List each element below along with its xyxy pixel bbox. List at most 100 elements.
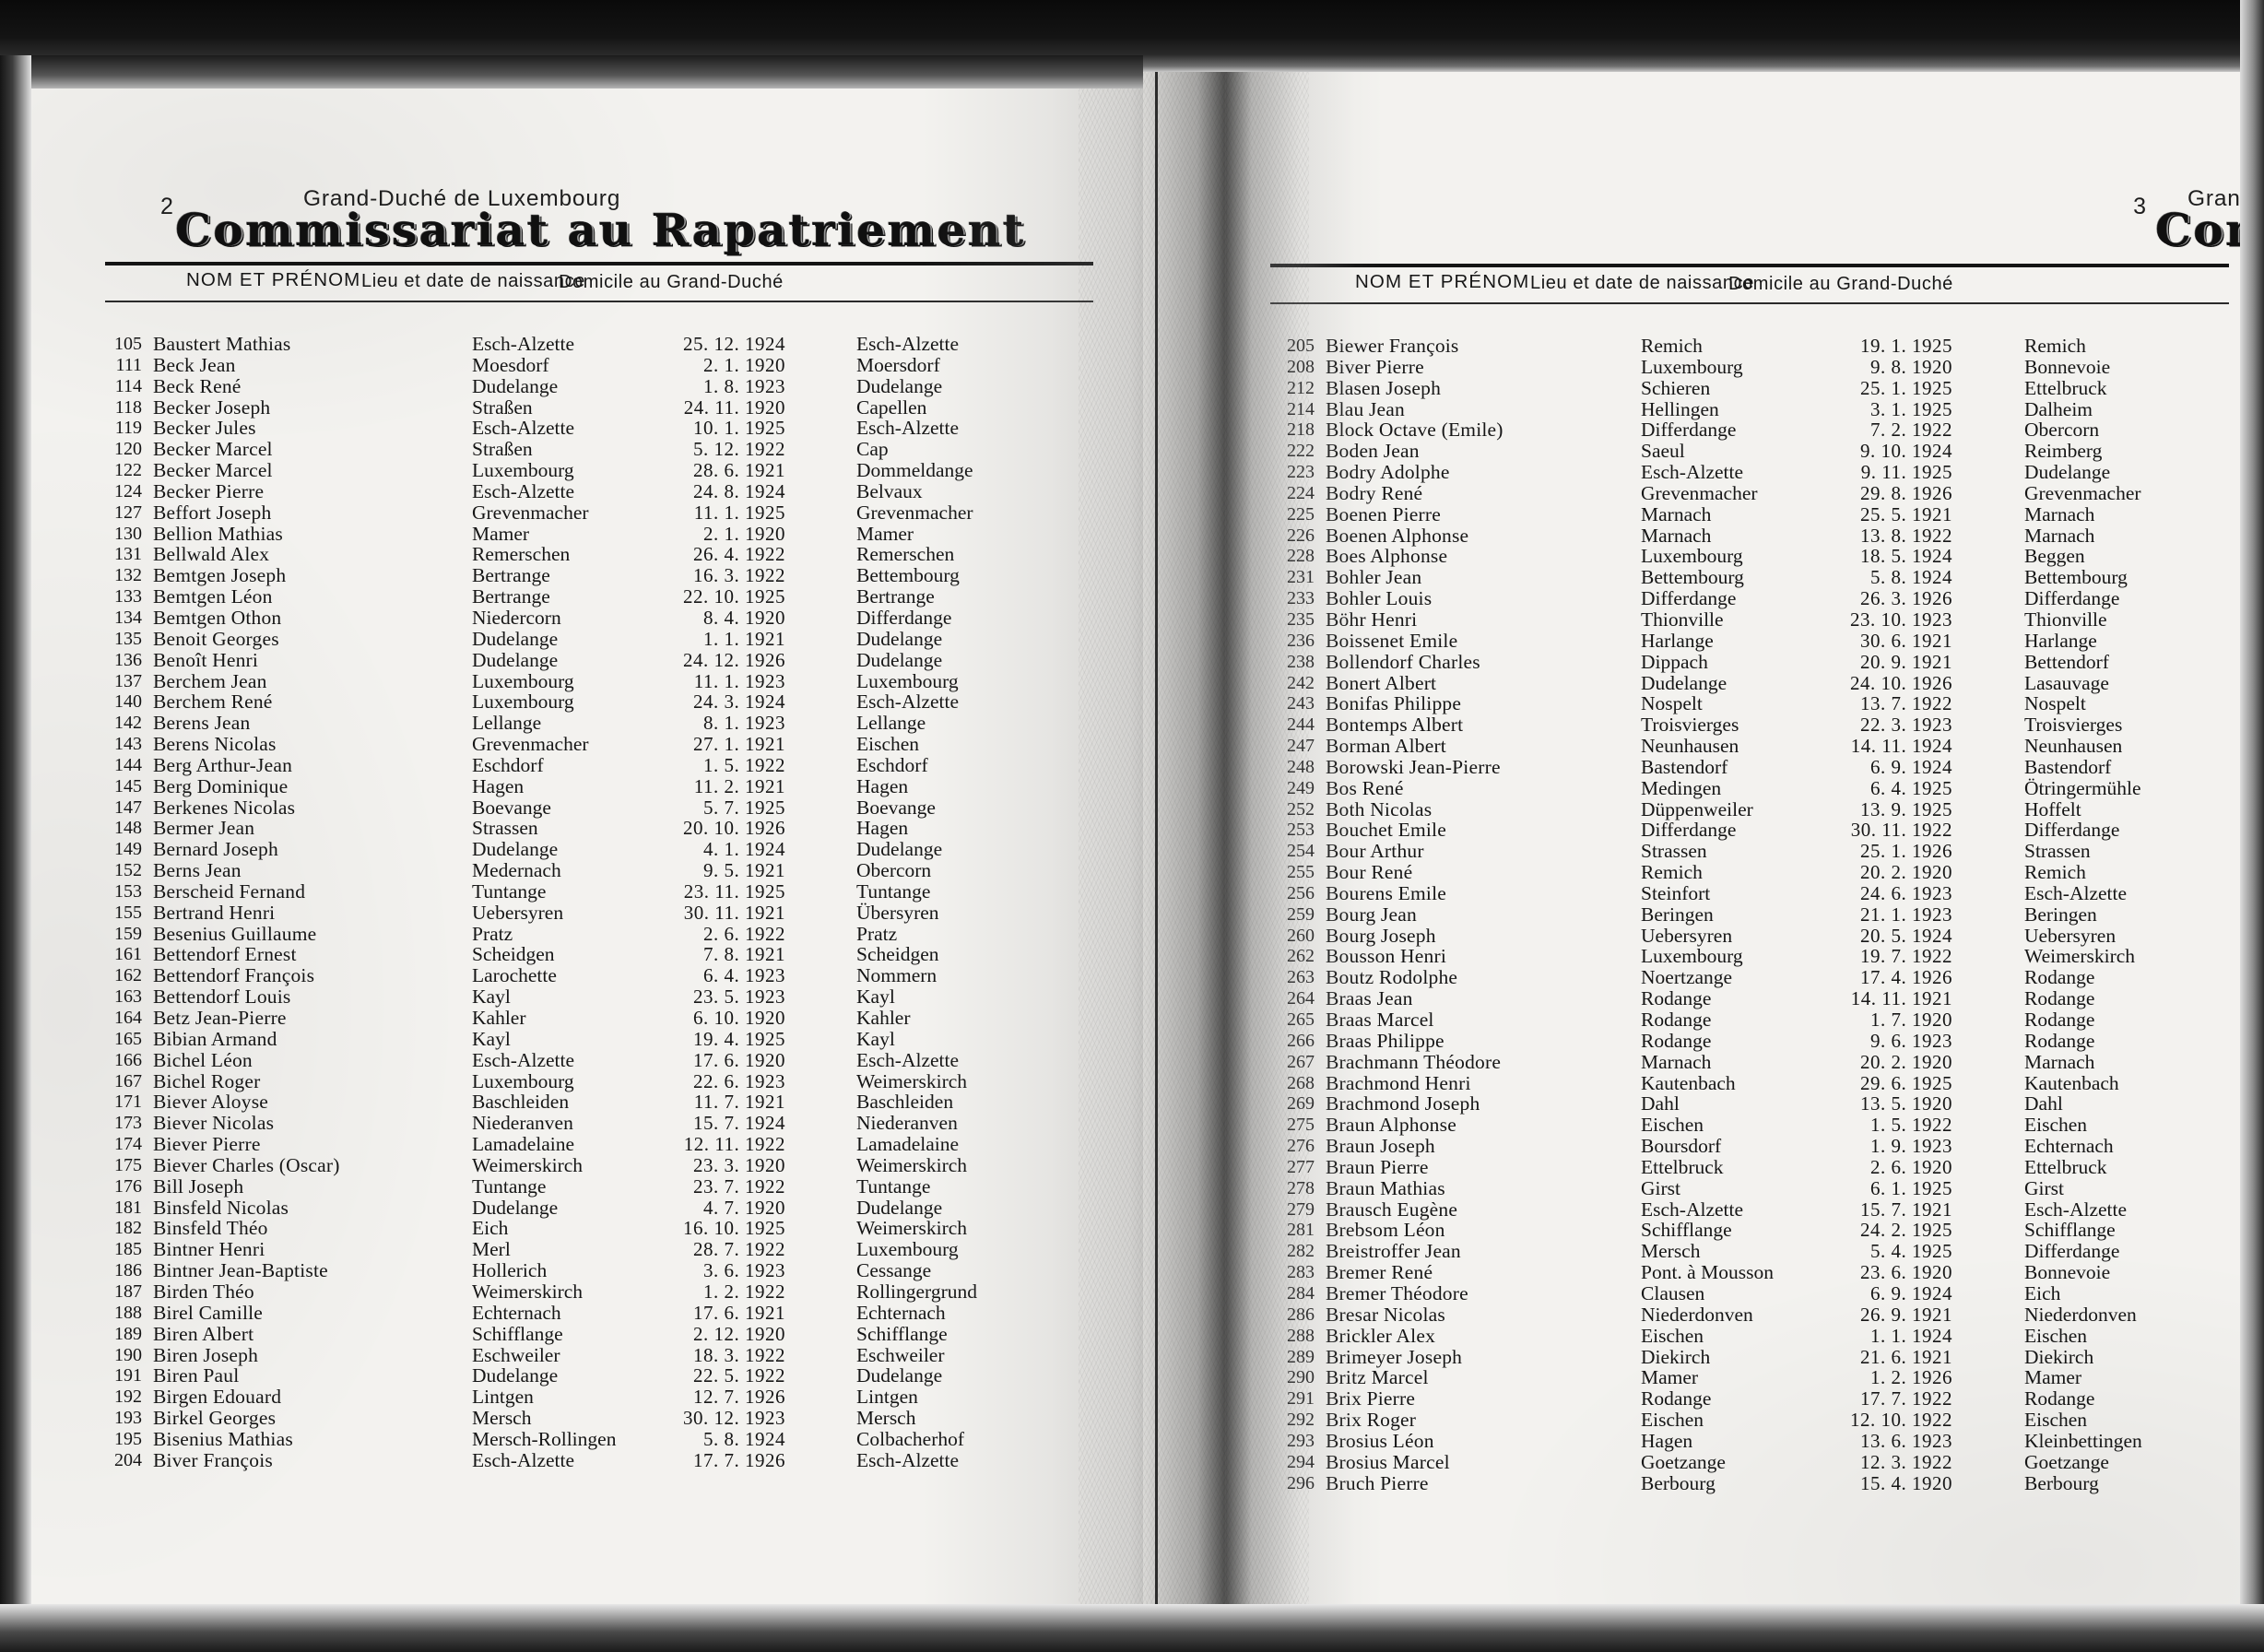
entry-name: Bourens Emile bbox=[1326, 881, 1446, 904]
header-rule-bottom-left bbox=[105, 301, 1093, 302]
entry-name: Block Octave (Emile) bbox=[1326, 419, 1503, 442]
entry-number: 163 bbox=[114, 986, 142, 1008]
entry-birth-place: Esch-Alzette bbox=[1641, 1198, 1744, 1221]
entry-domicile: Lintgen bbox=[856, 1386, 918, 1409]
entry-birth-date: 22. 6. 1923 bbox=[693, 1069, 785, 1092]
entry-number: 279 bbox=[1287, 1198, 1315, 1220]
entry-birth-place: Moesdorf bbox=[472, 353, 549, 376]
entry-domicile: Mamer bbox=[2024, 1366, 2082, 1389]
entry-number: 145 bbox=[114, 775, 142, 796]
entry-birth-date: 2. 1. 1920 bbox=[703, 353, 785, 376]
entry-birth-place: Strassen bbox=[1641, 840, 1707, 863]
entry-domicile: Tuntange bbox=[856, 879, 931, 903]
column-header-birth-right: Lieu et date de naissance bbox=[1530, 273, 1754, 293]
entry-birth-date: 13. 7. 1922 bbox=[1860, 692, 1952, 715]
entry-birth-date: 4. 7. 1920 bbox=[703, 1196, 785, 1219]
entry-number: 294 bbox=[1287, 1451, 1315, 1472]
column-header-name-right: NOM ET PRÉNOM bbox=[1355, 271, 1530, 292]
entry-domicile: Esch-Alzette bbox=[856, 1048, 960, 1071]
entry-domicile: Dalheim bbox=[2024, 397, 2093, 420]
entry-name: Bettendorf François bbox=[153, 964, 315, 987]
entry-number: 190 bbox=[114, 1344, 142, 1365]
entry-name: Bohler Louis bbox=[1326, 587, 1433, 610]
entry-name: Benoît Henri bbox=[153, 648, 259, 671]
entry-name: Both Nicolas bbox=[1326, 797, 1433, 820]
entry-birth-place: Remich bbox=[1641, 861, 1703, 884]
entry-name: Boenen Pierre bbox=[1326, 502, 1441, 525]
entry-birth-place: Berbourg bbox=[1641, 1471, 1716, 1494]
entry-domicile: Bastendorf bbox=[2024, 755, 2112, 778]
column-header-birth-left: Lieu et date de naissance bbox=[361, 271, 585, 291]
entry-birth-place: Rodange bbox=[1641, 1009, 1712, 1031]
entry-domicile: Eischen bbox=[2024, 1114, 2088, 1137]
entry-name: Birkel Georges bbox=[153, 1407, 277, 1430]
entry-domicile: Baschleiden bbox=[856, 1091, 954, 1114]
right-page: 3 Grand-Duché de Luxembourg Commissariat… bbox=[1226, 65, 2264, 1632]
entry-number: 277 bbox=[1287, 1156, 1315, 1177]
entry-birth-place: Eischen bbox=[1641, 1409, 1704, 1432]
entry-number: 223 bbox=[1287, 462, 1315, 483]
entry-number: 152 bbox=[114, 860, 142, 881]
entry-domicile: Marnach bbox=[2024, 502, 2095, 525]
entry-birth-date: 24. 8. 1924 bbox=[693, 479, 785, 502]
entry-birth-place: Remerschen bbox=[472, 543, 571, 566]
entry-domicile: Niederanven bbox=[856, 1112, 958, 1135]
entry-domicile: Bonnevoie bbox=[2024, 1261, 2111, 1284]
entry-birth-date: 1. 5. 1922 bbox=[703, 753, 785, 776]
entry-number: 122 bbox=[114, 460, 142, 481]
entry-number: 224 bbox=[1287, 482, 1315, 503]
entry-name: Beffort Joseph bbox=[153, 501, 272, 524]
entry-number: 282 bbox=[1287, 1241, 1315, 1262]
entry-birth-place: Grevenmacher bbox=[1641, 481, 1758, 504]
entry-birth-place: Boevange bbox=[472, 796, 551, 819]
entry-name: Biren Joseph bbox=[153, 1343, 259, 1366]
entry-birth-date: 20. 2. 1920 bbox=[1860, 861, 1952, 884]
entry-number: 278 bbox=[1287, 1177, 1315, 1198]
entry-number: 284 bbox=[1287, 1282, 1315, 1304]
entry-domicile: Beringen bbox=[2024, 903, 2097, 926]
entry-birth-place: Hagen bbox=[1641, 1429, 1693, 1452]
entry-domicile: Luxembourg bbox=[856, 1238, 959, 1261]
entry-name: Becker Jules bbox=[153, 417, 256, 440]
entry-domicile: Reimberg bbox=[2024, 440, 2103, 463]
entry-domicile: Hagen bbox=[856, 774, 909, 797]
entry-name: Birden Théo bbox=[153, 1280, 254, 1303]
entry-number: 218 bbox=[1287, 419, 1315, 441]
entry-number: 134 bbox=[114, 607, 142, 628]
entry-domicile: Esch-Alzette bbox=[2024, 1198, 2128, 1221]
entry-birth-place: Mersch bbox=[1641, 1240, 1701, 1263]
header-rule-top-right bbox=[1270, 264, 2229, 267]
entry-number: 186 bbox=[114, 1260, 142, 1281]
entry-name: Bemtgen Léon bbox=[153, 585, 273, 608]
entry-number: 268 bbox=[1287, 1072, 1315, 1093]
entry-domicile: Lasauvage bbox=[2024, 671, 2109, 694]
entry-birth-place: Kayl bbox=[472, 985, 511, 1009]
entry-domicile: Eischen bbox=[856, 733, 920, 756]
entry-birth-place: Dahl bbox=[1641, 1092, 1680, 1115]
entry-birth-date: 8. 4. 1920 bbox=[703, 606, 785, 629]
entry-number: 149 bbox=[114, 839, 142, 860]
entry-birth-date: 5. 7. 1925 bbox=[703, 796, 785, 819]
entry-name: Bonifas Philippe bbox=[1326, 692, 1462, 715]
entry-birth-date: 9. 11. 1925 bbox=[1860, 461, 1952, 484]
entry-birth-place: Marnach bbox=[1641, 502, 1712, 525]
entry-domicile: Goetzange bbox=[2024, 1450, 2109, 1473]
entry-number: 212 bbox=[1287, 377, 1315, 398]
entry-domicile: Girst bbox=[2024, 1176, 2064, 1199]
entry-domicile: Esch-Alzette bbox=[856, 690, 960, 714]
entry-domicile: Thionville bbox=[2024, 608, 2107, 631]
entry-birth-place: Thionville bbox=[1641, 608, 1724, 631]
entry-domicile: Harlange bbox=[2024, 629, 2097, 652]
entry-birth-date: 13. 9. 1925 bbox=[1860, 797, 1952, 820]
header-rule-bottom-right bbox=[1270, 302, 2229, 304]
entry-number: 130 bbox=[114, 523, 142, 544]
entry-number: 118 bbox=[114, 396, 142, 418]
entry-birth-date: 22. 3. 1923 bbox=[1860, 714, 1952, 737]
entry-birth-place: Scheidgen bbox=[472, 943, 555, 966]
entry-birth-date: 30. 12. 1923 bbox=[683, 1407, 785, 1430]
scan-top-edge-secondary bbox=[0, 55, 1143, 88]
entry-domicile: Dudelange bbox=[856, 374, 943, 397]
entry-name: Borman Albert bbox=[1326, 735, 1446, 758]
entry-birth-date: 24. 3. 1924 bbox=[693, 690, 785, 714]
